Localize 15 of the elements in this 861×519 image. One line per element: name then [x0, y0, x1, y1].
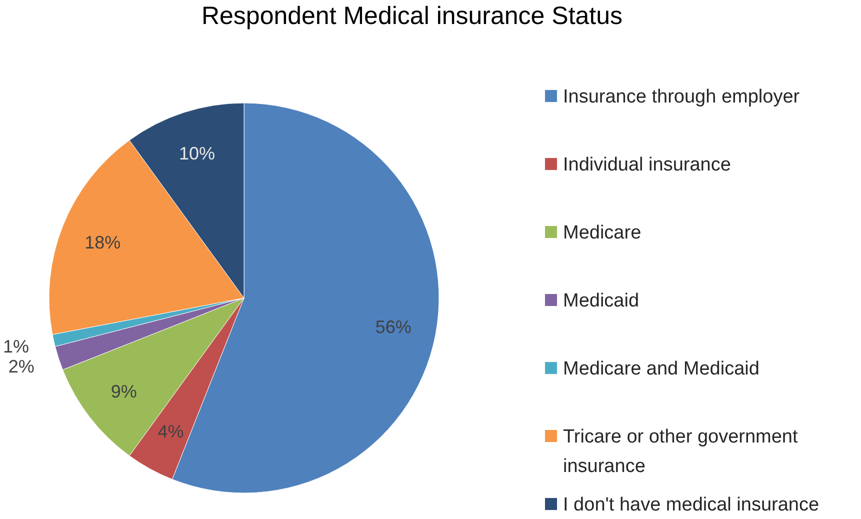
chart-title: Respondent Medical insurance Status [201, 2, 623, 30]
data-label: 9% [110, 382, 137, 402]
legend-label: I don't have medical insurance [563, 494, 820, 516]
legend-label: Individual insurance [563, 154, 731, 176]
legend-label: Medicare and Medicaid [563, 358, 760, 380]
data-label: 1% [2, 336, 29, 356]
data-label: 18% [84, 232, 121, 252]
data-label: 2% [8, 356, 34, 376]
legend-label: Tricare or other government insurance [563, 426, 799, 478]
legend-label: Medicare [563, 222, 642, 244]
legend-label: Medicaid [563, 290, 640, 312]
legend-label: Insurance through employer [563, 86, 800, 108]
data-label: 10% [178, 144, 216, 164]
data-label: 4% [158, 422, 184, 442]
data-label: 56% [375, 316, 412, 337]
